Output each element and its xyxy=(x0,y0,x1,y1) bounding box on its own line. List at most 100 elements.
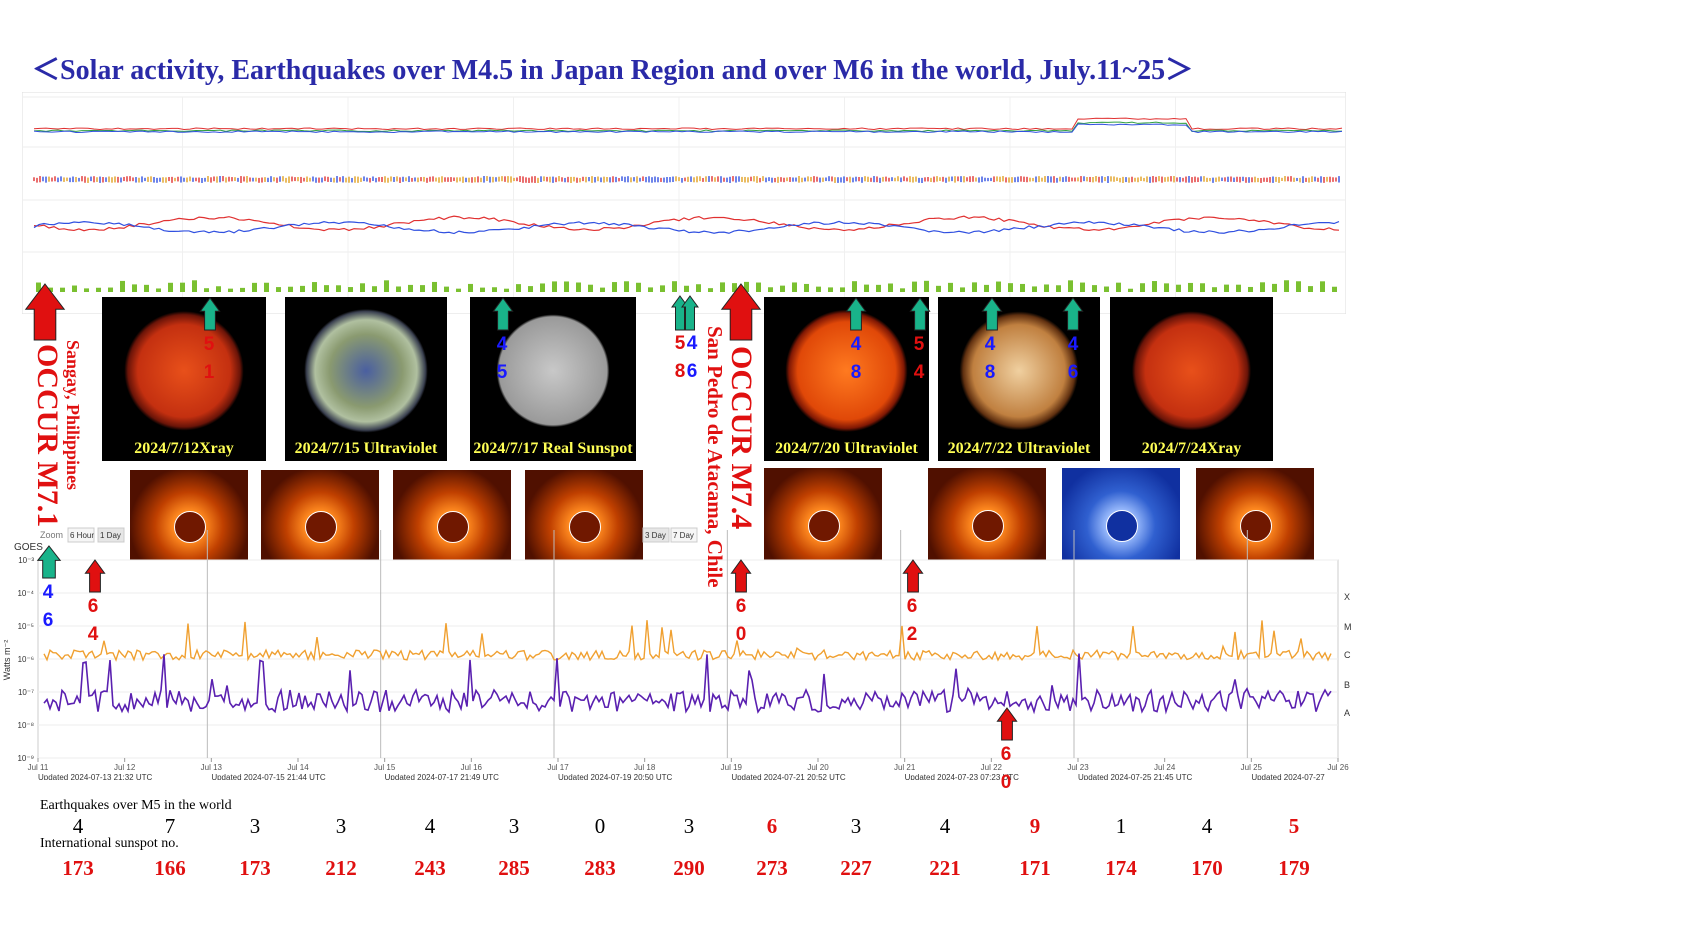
goes-class-label: A xyxy=(1344,708,1350,718)
goes-x-tick: Jul 22 xyxy=(981,763,1003,772)
kp-bar xyxy=(924,280,929,292)
magnitude-digit: 4 xyxy=(686,333,698,354)
quake-count: 1 xyxy=(1115,814,1127,838)
goes-x-tick: Jul 15 xyxy=(374,763,396,772)
kp-bar xyxy=(1152,281,1157,292)
solar-image: 2024/7/15 Ultraviolet xyxy=(285,297,447,461)
zoom-button xyxy=(670,527,698,543)
occulting-disk xyxy=(305,511,337,544)
occur-place-2: San Pedro de Atacama, Chile xyxy=(703,326,727,588)
magnitude-digit: 8 xyxy=(674,361,686,382)
kp-bar xyxy=(1140,283,1145,292)
magnitude-digit: 8 xyxy=(984,362,996,383)
kp-bar xyxy=(900,288,905,292)
goes-updated-stamp: Updated 2024-07-15 21:44 UTC xyxy=(211,773,326,780)
kp-bar xyxy=(1176,284,1181,292)
kp-bar xyxy=(732,283,737,292)
kp-bar xyxy=(168,282,173,292)
magnitude-digit: 5 xyxy=(913,334,925,355)
kp-bar xyxy=(684,285,689,292)
green-arrow xyxy=(681,295,699,331)
kp-bar xyxy=(1008,283,1013,292)
quake-count: 3 xyxy=(335,814,347,838)
kp-bar xyxy=(1212,287,1217,292)
zoom-button-label: 1 Day xyxy=(100,531,121,540)
goes-updated-stamp: Updated 2024-07-21 20:52 UTC xyxy=(731,773,846,780)
kp-bar xyxy=(708,288,713,292)
goes-x-tick: Jul 13 xyxy=(201,763,223,772)
kp-bar xyxy=(804,283,809,292)
sunspot-number: 179 xyxy=(1278,856,1310,880)
kp-bar xyxy=(588,284,593,292)
magnitude-digit: 5 xyxy=(203,334,215,355)
kp-bar xyxy=(504,288,509,292)
magnetometer-line-blue xyxy=(33,220,1340,235)
proton-flux-line-blue xyxy=(33,123,1343,133)
kp-bar xyxy=(672,281,677,292)
kp-bar xyxy=(480,287,485,292)
red-arrow xyxy=(902,559,924,593)
occulting-disk xyxy=(437,511,469,544)
xray-long-line xyxy=(43,620,1332,662)
magnitude-digit: 5 xyxy=(674,333,686,354)
kp-bar xyxy=(120,280,125,292)
kp-bar xyxy=(984,284,989,292)
kp-bar xyxy=(1116,282,1121,292)
kp-bar xyxy=(1284,280,1289,292)
goes-x-tick: Jul 11 xyxy=(28,763,49,772)
solar-caption: 2024/7/20 Ultraviolet xyxy=(775,440,918,457)
kp-bar xyxy=(756,282,761,292)
kp-bar xyxy=(336,285,341,292)
magnitude-digit: 2 xyxy=(906,624,918,645)
goes-x-tick: Jul 17 xyxy=(547,763,569,772)
solar-caption: 2024/7/15 Ultraviolet xyxy=(294,440,438,457)
kp-index-bars xyxy=(36,280,1337,292)
quake-count: 4 xyxy=(1201,814,1213,838)
solar-caption: 2024/7/22 Ultraviolet xyxy=(947,440,1091,457)
sunspot-number: 212 xyxy=(325,856,357,880)
kp-bar xyxy=(252,282,257,292)
kp-bar xyxy=(36,282,41,292)
kp-bar xyxy=(1308,286,1313,292)
sunspot-number: 173 xyxy=(62,856,94,880)
goes-x-tick: Jul 20 xyxy=(807,763,829,772)
goes-class-label: M xyxy=(1344,622,1352,632)
electron-flux-band xyxy=(33,176,1340,183)
kp-bar xyxy=(1272,283,1277,292)
kp-bar xyxy=(408,284,413,292)
kp-bar xyxy=(108,287,113,292)
goes-y-tick: 10⁻⁶ xyxy=(18,655,34,664)
kp-bar xyxy=(276,287,281,292)
green-arrow xyxy=(36,545,62,579)
quake-count: 9 xyxy=(1029,814,1041,838)
kp-bar xyxy=(444,286,449,292)
red-arrow-occur xyxy=(720,283,762,341)
goes-x-tick: Jul 21 xyxy=(894,763,916,772)
kp-bar xyxy=(1320,281,1325,292)
kp-bar xyxy=(324,285,329,292)
kp-bar xyxy=(312,282,317,292)
sunspot-number: 227 xyxy=(840,856,872,880)
kp-bar xyxy=(204,288,209,292)
page-title: ＜Solar activity, Earthquakes over M4.5 i… xyxy=(32,55,1194,86)
quake-count: 3 xyxy=(850,814,862,838)
goes-x-tick: Jul 14 xyxy=(287,763,309,772)
kp-bar xyxy=(1296,281,1301,292)
occulting-disk xyxy=(174,511,206,544)
zoom-button-label: 3 Day xyxy=(645,531,666,540)
kp-bar xyxy=(1068,280,1073,292)
kp-bar xyxy=(516,284,521,292)
kp-bar xyxy=(912,281,917,292)
kp-bar xyxy=(540,283,545,292)
goes-y-tick: 10⁻⁴ xyxy=(17,589,34,598)
space-weather-panel xyxy=(22,92,1346,314)
goes-y-label: Watts m⁻² xyxy=(2,640,12,680)
kp-bar xyxy=(372,286,377,292)
kp-bar xyxy=(996,281,1001,292)
goes-chart-frame xyxy=(37,530,1339,762)
goes-y-tick: 10⁻⁹ xyxy=(17,754,34,763)
goes-y-tick: 10⁻⁷ xyxy=(18,688,34,697)
magnitude-digit: 4 xyxy=(496,334,508,355)
magnitude-digit: 6 xyxy=(686,361,698,382)
kp-bar xyxy=(660,285,665,292)
